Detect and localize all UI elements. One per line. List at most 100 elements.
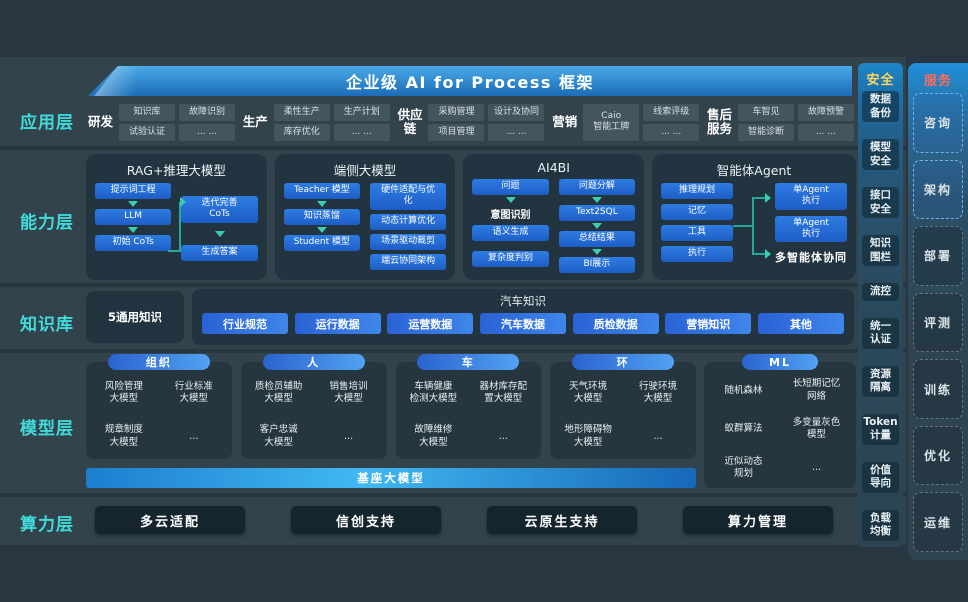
flow-chip: 语义生成 xyxy=(472,225,549,241)
service-item: 训练 xyxy=(913,359,963,419)
title-banner: 企业级 AI for Process 框架 xyxy=(88,66,852,96)
flow-chip: 生成答案 xyxy=(181,244,258,261)
security-item: 流控 xyxy=(862,283,899,301)
app-chip: ... ... xyxy=(179,123,236,141)
flow-chip: 问题分解 xyxy=(558,179,636,195)
model-group-environment: 环 天气环境 大模型 行驶环境 大模型 地形障碍物 大模型... xyxy=(550,354,696,459)
model-cell: ... xyxy=(189,430,199,442)
security-item: 统一 认证 xyxy=(862,317,899,349)
arrow-down-icon xyxy=(591,249,602,255)
auto-knowledge-box: 汽车知识 行业规范 运行数据 运营数据 汽车数据 质检数据 营销知识 其他 xyxy=(192,289,854,345)
security-item: 数据 备份 xyxy=(862,91,899,123)
connector-line xyxy=(752,253,767,255)
capability-layer-row: RAG+推理大模型 提示词工程 LLM 初始 CoTs 迭代完善 CoTs 生成… xyxy=(86,154,857,280)
service-item: 优化 xyxy=(913,425,963,486)
edge-technique-chip: 硬件适配与优 化 xyxy=(370,183,447,210)
layer-label-app: 应用层 xyxy=(20,113,74,133)
agent-connector xyxy=(733,183,775,273)
arrow-down-icon xyxy=(316,201,327,207)
model-cell: 长短期记忆 网络 xyxy=(792,378,841,402)
model-cell: ... xyxy=(811,461,822,473)
layer-label-knowledge: 知识库 xyxy=(20,315,74,335)
security-item: 接口 安全 xyxy=(862,187,899,219)
cap-box-title: 端侧大模型 xyxy=(333,163,397,178)
model-cell: 多变量灰色 模型 xyxy=(792,417,841,441)
model-cell: 行业标准 大模型 xyxy=(174,380,213,405)
model-cell: 地形障碍物 大模型 xyxy=(564,424,612,448)
app-group-production: 生产 柔性生产 库存优化 生产计划 ... ... xyxy=(243,103,390,141)
compute-item: 算力管理 xyxy=(683,506,833,534)
arrow-right-icon xyxy=(765,249,772,259)
app-group-label: 供应 链 xyxy=(397,106,423,136)
edge-technique-chip: 场景驱动裁剪 xyxy=(370,233,447,250)
model-cell: 蚁群算法 xyxy=(724,423,763,435)
knowledge-chip: 其他 xyxy=(757,313,844,334)
service-item: 架构 xyxy=(913,159,963,220)
service-item: 部署 xyxy=(913,226,963,286)
multi-agent-note: 多智能体协同 xyxy=(775,251,848,264)
connector-line xyxy=(752,197,755,255)
flow-chip: BI展示 xyxy=(558,257,636,273)
arrow-down-icon xyxy=(505,197,516,203)
knowledge-chip: 营销知识 xyxy=(665,313,752,334)
layer-label-compute: 算力层 xyxy=(20,515,74,535)
flow-chip: 初始 CoTs xyxy=(95,235,172,251)
app-group-rnd: 研发 知识库 试验认证 故障识别 ... ... xyxy=(88,103,236,141)
arrow-down-icon xyxy=(128,201,139,207)
model-cell: 车辆健康 检测大模型 xyxy=(409,380,458,405)
cap-box-title: AI4BI xyxy=(537,160,570,175)
compute-item: 多云适配 xyxy=(95,506,245,534)
model-group-pill: 车 xyxy=(417,354,520,370)
arrow-down-icon xyxy=(128,227,139,233)
cap-box-title: 智能体Agent xyxy=(716,163,792,178)
model-group-ml: ML 随机森林 长短期记忆 网络蚁群算法 多变量灰色 模型近似动态 规划... xyxy=(704,354,856,488)
app-chip: ... ... xyxy=(333,123,390,141)
model-cell: 随机森林 xyxy=(724,384,763,396)
flow-chip: Student 模型 xyxy=(283,235,361,251)
app-chip: 故障识别 xyxy=(179,103,236,121)
app-group-label: 营销 xyxy=(552,113,578,129)
services-rail: 服务 咨询 架构 部署 评测 训练 优化 运维 xyxy=(908,63,968,560)
model-cell: 销售培训 大模型 xyxy=(329,380,368,405)
model-group-pill: ML xyxy=(742,354,818,370)
app-chip: 设计及协同 xyxy=(488,103,545,121)
arrow-down-icon xyxy=(591,223,602,229)
flow-chip: 问题 xyxy=(472,179,549,195)
flow-chip: Text2SQL xyxy=(558,205,636,221)
cap-box-rag: RAG+推理大模型 提示词工程 LLM 初始 CoTs 迭代完善 CoTs 生成… xyxy=(86,154,267,280)
model-group-pill: 组织 xyxy=(107,354,210,370)
layer-label-model: 模型层 xyxy=(20,419,74,439)
model-group-pill: 人 xyxy=(262,354,365,370)
services-header: 服务 xyxy=(923,74,952,89)
knowledge-chip: 运行数据 xyxy=(294,313,381,334)
app-chip: 智能诊断 xyxy=(737,123,794,141)
app-chip: 采购管理 xyxy=(428,103,485,121)
service-item: 咨询 xyxy=(913,93,963,153)
cap-box-title: RAG+推理大模型 xyxy=(126,163,226,178)
app-chip: 线索评级 xyxy=(643,103,700,121)
model-cell: 近似动态 规划 xyxy=(724,455,763,480)
app-chip: 柔性生产 xyxy=(273,103,330,121)
flow-chip: 迭代完善 CoTs xyxy=(181,196,258,223)
app-chip: Caio 智能工牌 xyxy=(583,103,640,141)
app-chip: ... ... xyxy=(797,123,854,141)
app-chip: 故障预警 xyxy=(797,103,854,121)
flow-chip: 提示词工程 xyxy=(95,183,172,199)
knowledge-chip: 行业规范 xyxy=(202,313,288,334)
service-item: 评测 xyxy=(913,292,963,353)
arrow-down-icon xyxy=(316,227,327,233)
service-item: 运维 xyxy=(913,492,963,553)
connector-line xyxy=(168,250,180,252)
security-item: 负载 均衡 xyxy=(862,509,899,541)
arrow-down-icon xyxy=(591,197,602,203)
auto-knowledge-title: 汽车知识 xyxy=(500,294,546,308)
model-cell: 器材库存配 置大模型 xyxy=(479,380,528,405)
single-agent-chip: 单Agent 执行 xyxy=(775,183,848,210)
layer-label-capability: 能力层 xyxy=(20,213,74,233)
security-item: 资源 隔离 xyxy=(862,365,899,397)
agent-component-chip: 工具 xyxy=(661,225,734,241)
page-title: 企业级 AI for Process 框架 xyxy=(346,73,594,92)
model-group-vehicle: 车 车辆健康 检测大模型 器材库存配 置大模型 故障维修 大模型... xyxy=(395,354,542,459)
app-chip: 库存优化 xyxy=(273,123,330,141)
flow-chip: 总结结果 xyxy=(558,231,636,247)
